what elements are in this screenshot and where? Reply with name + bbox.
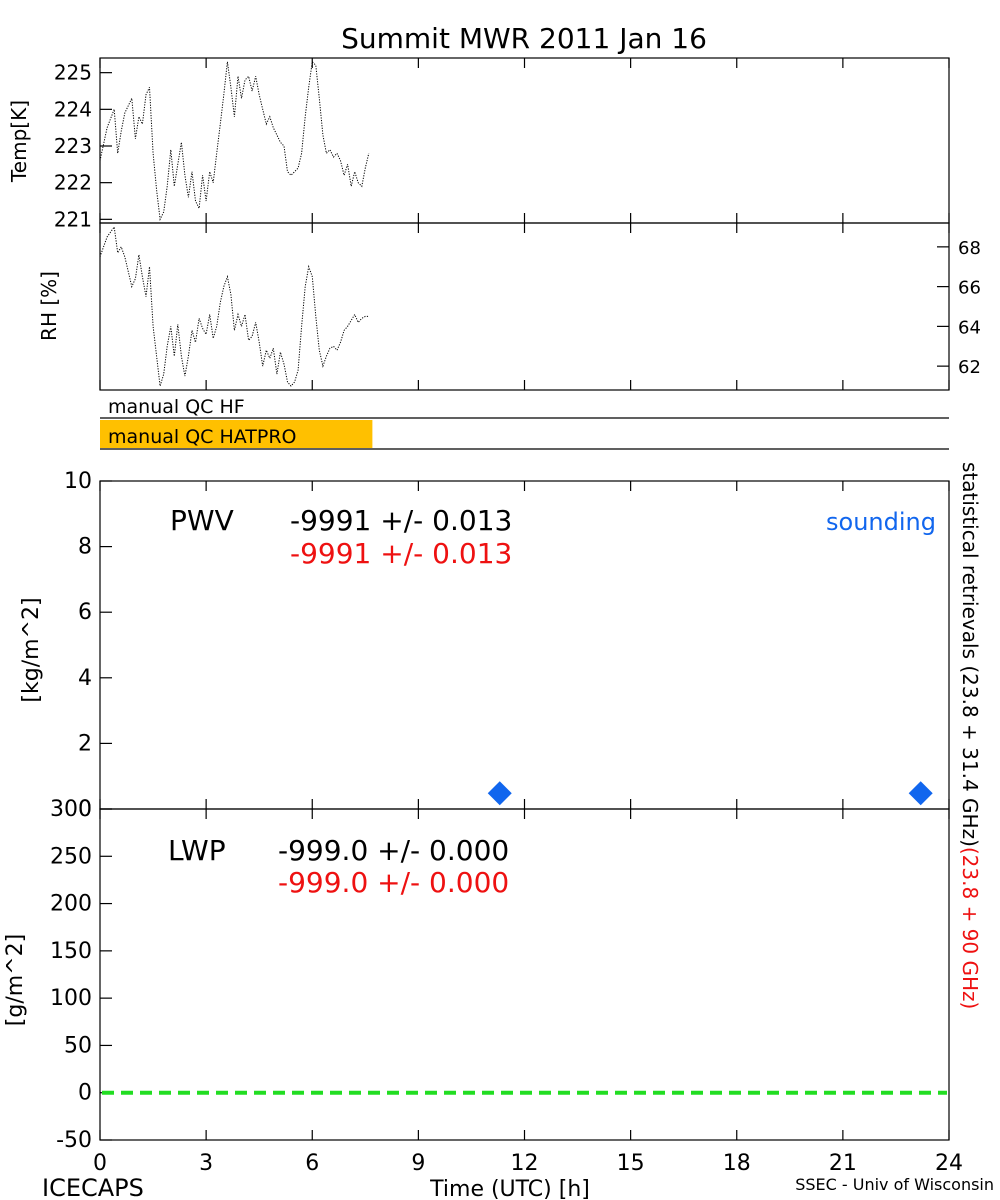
pwv-panel: 0 2 4 6 8 10 PWV -9991 +/- 0.013 -9991 +/- 0.… — [19, 469, 950, 822]
rh-ytick-label: 62 — [958, 357, 981, 378]
temp-ylabel: Temp[K] — [7, 100, 31, 183]
pwv-ylabel: [kg/m^2] — [19, 597, 44, 702]
temp-x-ticks — [99, 58, 950, 223]
temp-frame — [99, 57, 950, 224]
x-tick-label: 18 — [723, 1151, 751, 1176]
lwp-ylabel: [g/m^2] — [3, 934, 28, 1026]
pwv-value-black: -9991 +/- 0.013 — [290, 504, 512, 537]
lwp-ytick-label: 100 — [50, 986, 92, 1011]
x-tick-label: 12 — [511, 1151, 539, 1176]
pwv-ytick-label: 2 — [78, 731, 92, 756]
x-tick-label: 3 — [199, 1151, 213, 1176]
rh-y-ticks: 62 64 66 68 — [937, 238, 981, 378]
lwp-frame — [99, 808, 950, 1141]
lwp-title: LWP — [168, 834, 226, 867]
pwv-ytick-label: 10 — [64, 469, 92, 494]
lwp-value-black: -999.0 +/- 0.000 — [278, 834, 509, 867]
lwp-ytick-label: -50 — [56, 1128, 92, 1153]
pwv-ytick-label: 4 — [78, 666, 92, 691]
qc-hf-label: manual QC HF — [108, 396, 245, 418]
qc-hatpro-bar — [100, 420, 373, 448]
temp-panel: 221 222 223 224 225 Temp[K] — [7, 57, 950, 231]
qc-flags: manual QC HF manual QC HATPRO — [100, 396, 949, 450]
x-tick-label: 6 — [305, 1151, 319, 1176]
temp-y-ticks: 221 222 223 224 225 — [54, 61, 112, 231]
temp-ytick-label: 222 — [54, 171, 92, 195]
pwv-title: PWV — [170, 504, 234, 537]
lwp-y-ticks: -50 0 50 100 150 200 250 300 — [50, 797, 112, 1153]
rh-frame — [99, 222, 950, 391]
footer-left: ICECAPS — [42, 1174, 144, 1200]
temp-ytick-label: 224 — [54, 97, 92, 121]
qc-hatpro-label: manual QC HATPRO — [108, 426, 297, 448]
rh-ytick-label: 64 — [958, 317, 981, 338]
rh-ylabel: RH [%] — [37, 271, 61, 341]
temp-ytick-label: 225 — [54, 61, 92, 85]
footer-right: SSEC - Univ of Wisconsin — [795, 1175, 994, 1194]
pwv-sounding-points — [487, 781, 933, 806]
pwv-ytick-label: 6 — [78, 600, 92, 625]
lwp-ytick-label: 50 — [64, 1033, 92, 1058]
side-label: statistical retrievals (23.8 + 31.4 GHz)… — [958, 462, 982, 1009]
lwp-ytick-label: 150 — [50, 939, 92, 964]
rh-series-line — [99, 225, 369, 387]
pwv-ytick-label: 8 — [78, 535, 92, 560]
lwp-value-red: -999.0 +/- 0.000 — [278, 866, 509, 899]
pwv-legend-sounding: sounding — [826, 508, 936, 536]
x-tick-label: 24 — [935, 1151, 963, 1176]
x-tick-label: 9 — [411, 1151, 425, 1176]
lwp-x-ticks — [99, 809, 950, 1140]
side-label-red: (23.8 + 90 GHz) — [958, 847, 982, 1009]
x-tick-label: 21 — [829, 1151, 857, 1176]
sounding-point — [908, 781, 933, 806]
pwv-ytick-label: 0 — [78, 797, 92, 822]
x-tick-label: 0 — [93, 1151, 107, 1176]
temp-ytick-label: 223 — [54, 134, 92, 158]
rh-x-ticks — [99, 223, 950, 390]
chart-title: Summit MWR 2011 Jan 16 — [341, 22, 707, 55]
rh-ytick-label: 68 — [958, 238, 981, 259]
pwv-y-ticks: 0 2 4 6 8 10 — [64, 469, 112, 822]
pwv-value-red: -9991 +/- 0.013 — [290, 537, 512, 570]
pwv-x-ticks — [99, 481, 950, 809]
lwp-ytick-label: 250 — [50, 844, 92, 869]
temp-ytick-label: 221 — [54, 207, 92, 231]
rh-panel: 62 64 66 68 RH [%] — [37, 222, 981, 391]
lwp-ytick-label: 300 — [50, 797, 92, 822]
x-axis-label: Time (UTC) [h] — [429, 1177, 590, 1200]
sounding-point — [487, 781, 512, 806]
rh-ytick-label: 66 — [958, 278, 981, 299]
x-tick-label: 15 — [617, 1151, 645, 1176]
lwp-ytick-label: 0 — [78, 1081, 92, 1106]
side-label-black: statistical retrievals (23.8 + 31.4 GHz) — [958, 462, 982, 847]
lwp-ytick-label: 200 — [50, 892, 92, 917]
temp-series-line — [99, 60, 370, 222]
x-tick-labels: 0 3 6 9 12 15 18 21 24 — [93, 1151, 963, 1176]
